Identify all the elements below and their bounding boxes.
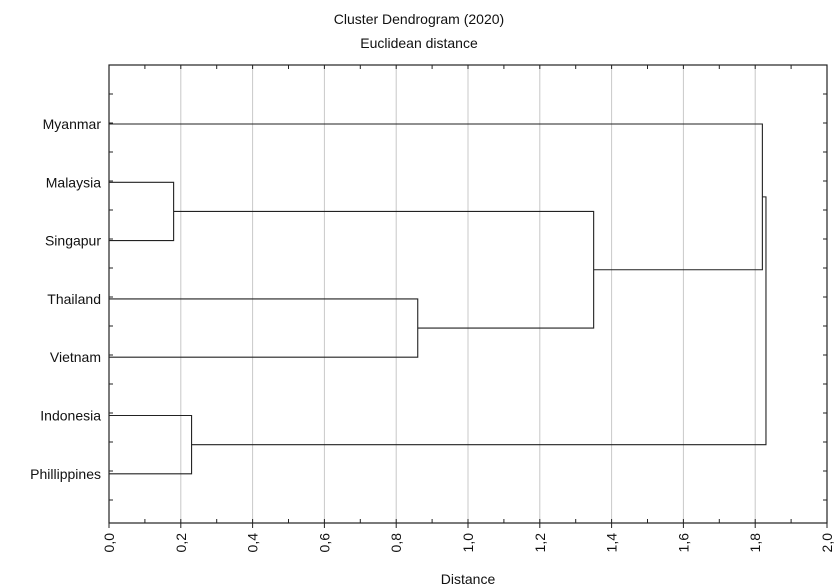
leaf-label: Malaysia: [46, 174, 101, 190]
x-tick-label: 0,4: [245, 533, 261, 553]
leaf-label: Myanmar: [43, 116, 102, 132]
chart-title: Cluster Dendrogram (2020): [334, 11, 504, 27]
x-tick-label: 1,6: [675, 533, 691, 553]
leaf-label: Singapur: [45, 233, 101, 249]
axis-ticks: 0,0 0,2 0,4 0,6 0,8 1,0 1,2 1,4 1,6 1,8 2,0: [101, 65, 835, 552]
x-tick-label: 1,4: [604, 533, 620, 553]
merge-link: [109, 123, 763, 271]
grid-lines: [180, 65, 756, 523]
leaf-label: Phillippines: [30, 466, 101, 482]
merge-link: [109, 414, 193, 475]
leaf-label: Thailand: [47, 291, 101, 307]
x-axis-label: Distance: [441, 571, 496, 587]
x-tick-label: 0,2: [173, 533, 189, 553]
leaf-labels: Myanmar Malaysia Singapur Thailand Vietnam In…: [30, 116, 101, 482]
x-tick-label: 0,8: [388, 533, 404, 553]
merge-link: [109, 181, 175, 242]
x-tick-label: 0,0: [101, 533, 117, 553]
merge-link: [109, 298, 419, 358]
merge-link: [173, 210, 595, 329]
x-tick-label: 1,8: [747, 533, 763, 553]
dendrogram-links: [109, 123, 767, 475]
leaf-label: Indonesia: [40, 408, 101, 424]
x-tick-label: 1,2: [532, 533, 548, 553]
x-tick-label: 0,6: [316, 533, 332, 553]
merge-link: [191, 196, 767, 446]
x-tick-label: 1,0: [460, 533, 476, 553]
x-tick-label: 2,0: [819, 533, 835, 553]
leaf-label: Vietnam: [50, 349, 101, 365]
chart-subtitle: Euclidean distance: [360, 35, 478, 51]
